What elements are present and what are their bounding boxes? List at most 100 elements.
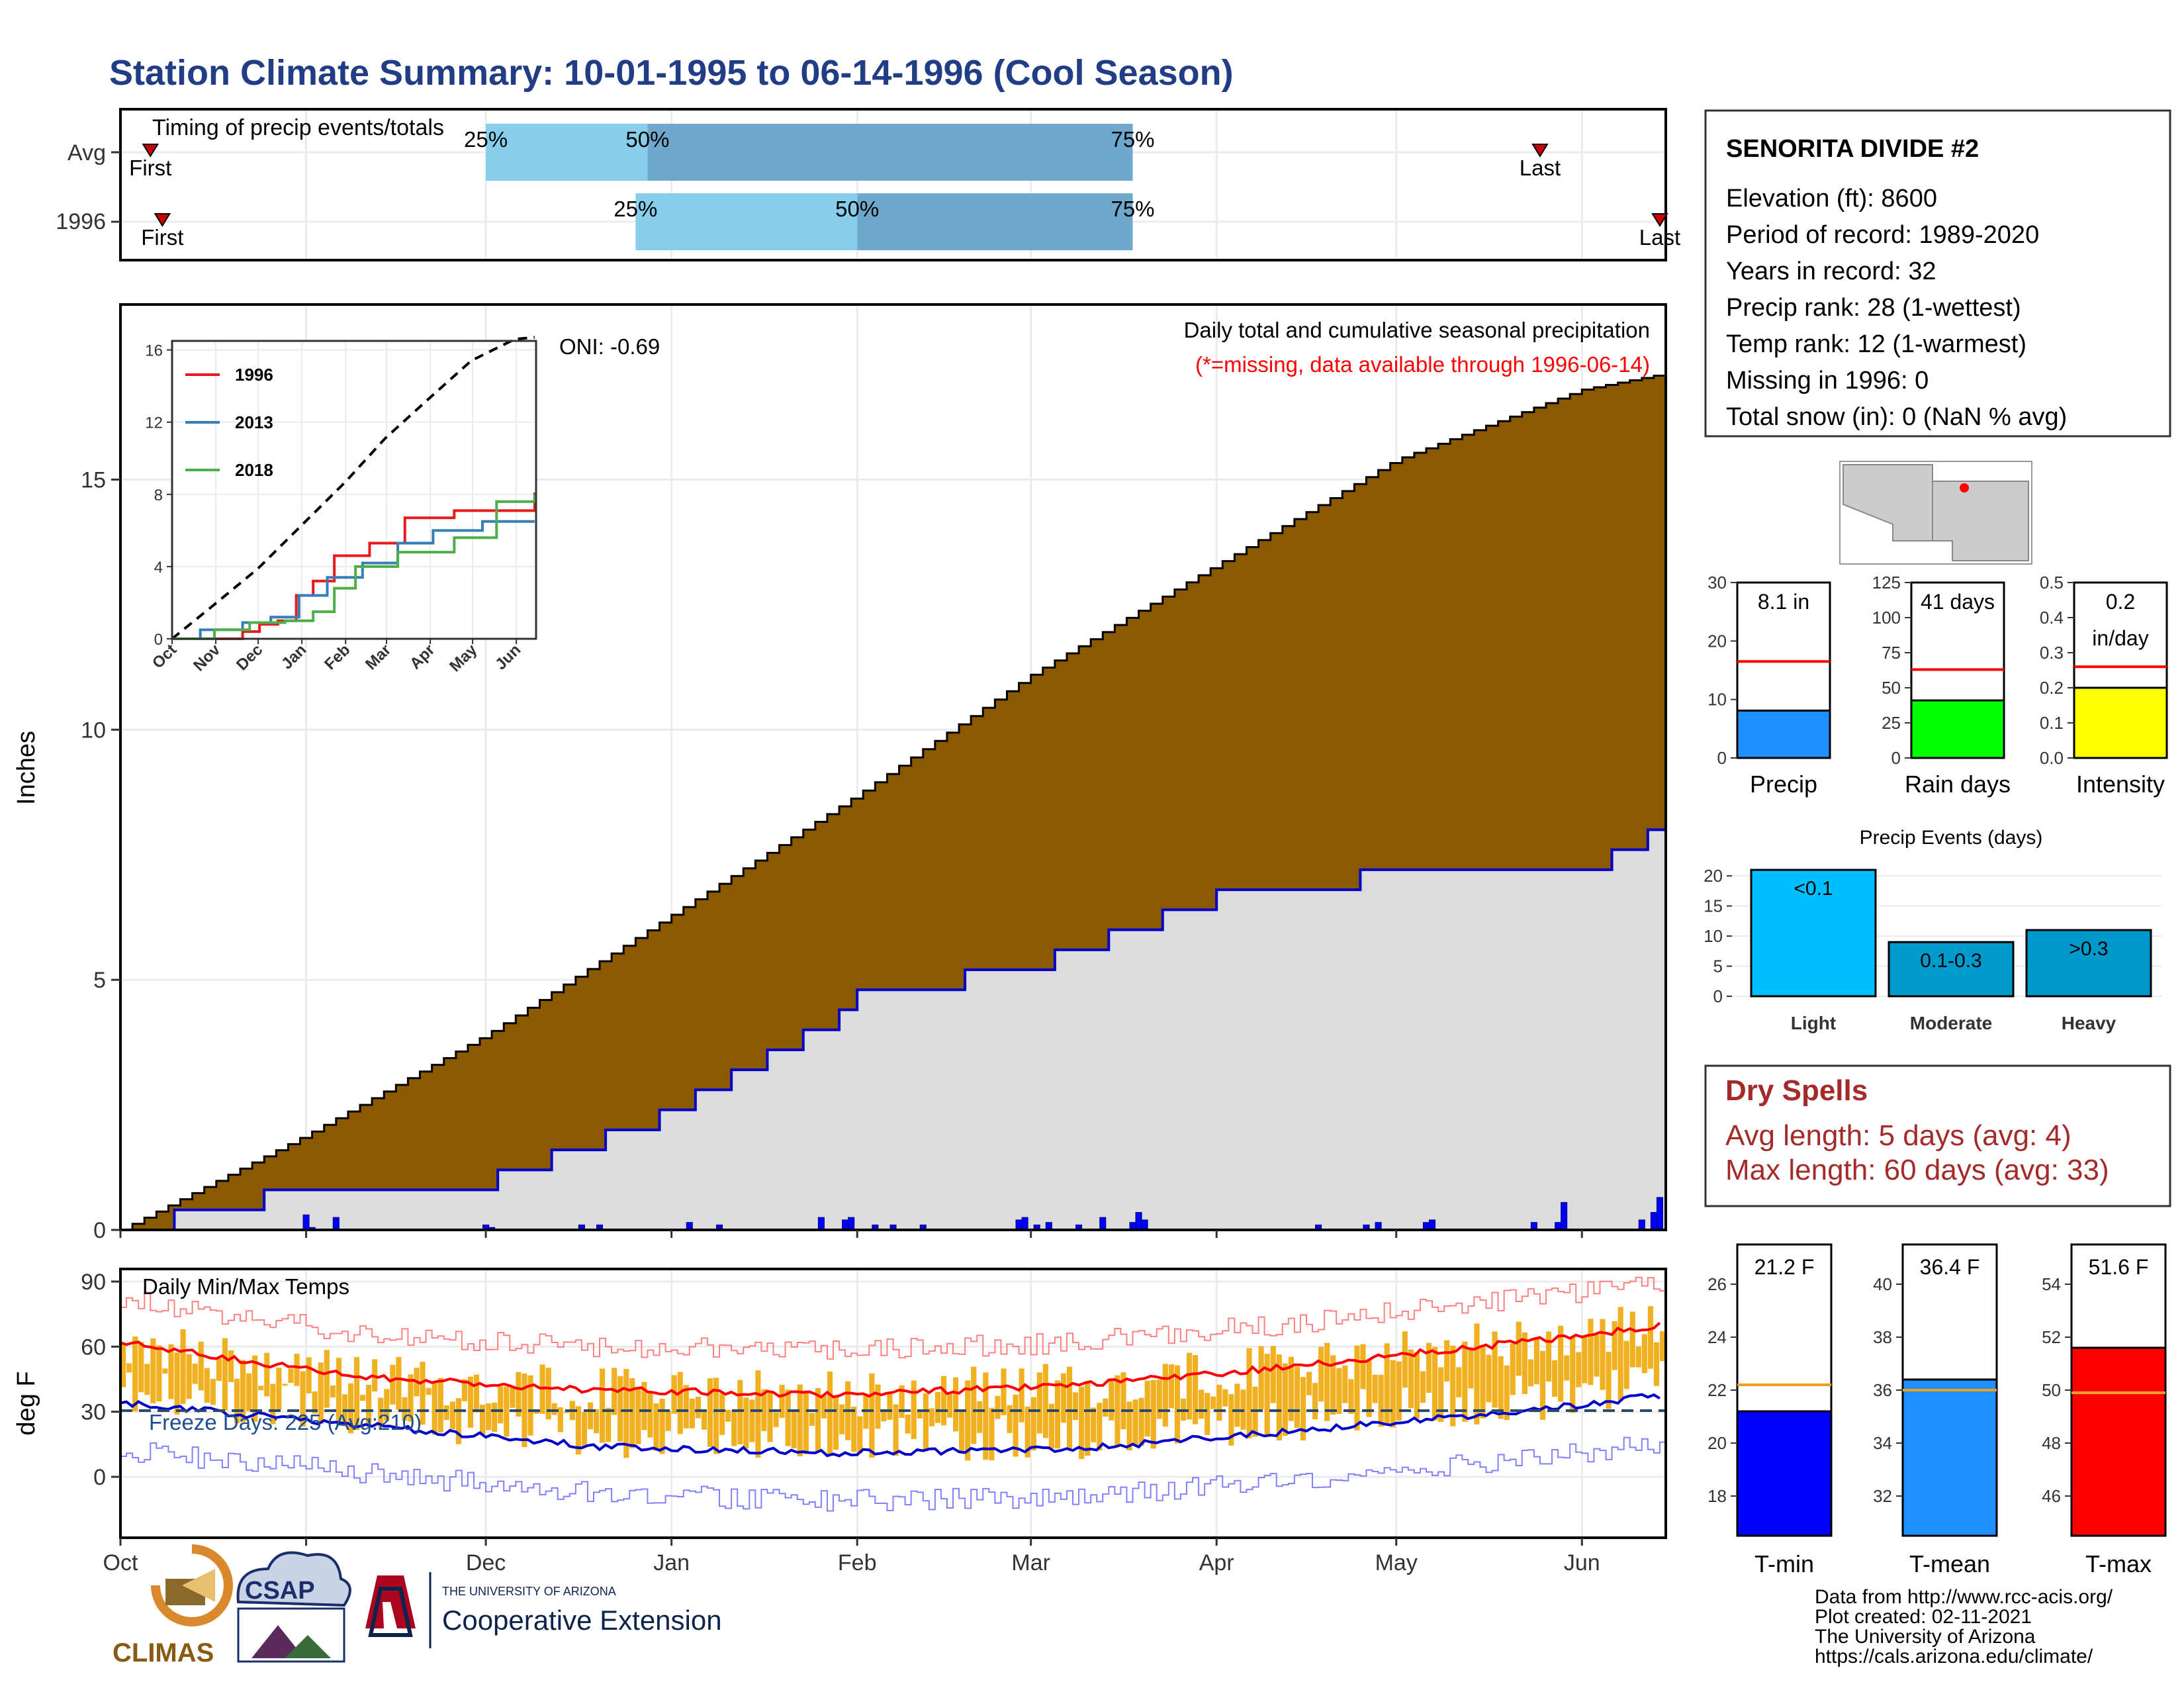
footer-line: Plot created: 02-11-2021 [1815,1606,2032,1628]
temp-day-bar [1647,1306,1653,1369]
temp-day-bar [1600,1319,1606,1390]
temp-day-bar [192,1364,198,1384]
temp-day-bar [1623,1340,1629,1389]
temp-day-bar [1138,1397,1144,1446]
precip-summary-bars: 0 10 20 30 8.1 in Precip 0 25 50 75 100 125 41 days R… [1707,573,2168,798]
temp-summary-ytick-label: 46 [2042,1486,2061,1506]
temp-summary-ytick-label: 20 [1707,1433,1727,1453]
ua-big-text: Cooperative Extension [442,1605,722,1636]
temp-summary-ytick-label: 24 [1707,1327,1727,1347]
temp-day-bar [144,1364,150,1395]
precip-ytick-label: 15 [81,467,106,492]
climas-logo-text: CLIMAS [113,1638,214,1667]
temp-day-bar [971,1366,977,1444]
temp-day-bar [1120,1372,1126,1430]
precip-ylabel: Inches [13,731,40,805]
mini-bar-chart: 0 25 50 75 100 125 41 days Rain days [1872,573,2011,798]
temp-summary-chart: 18 20 22 24 26 21.2 F T-min [1707,1243,1833,1577]
temp-summary-value-label: 51.6 F [2089,1255,2149,1279]
inset-series-line [172,492,536,640]
temp-day-bar [1330,1355,1336,1415]
temp-day-bar [492,1402,498,1432]
temp-ytick-label: 0 [93,1465,106,1490]
temp-day-bar [671,1375,677,1414]
temp-day-bar [1516,1321,1522,1376]
temp-day-bar [1264,1354,1270,1435]
temp-day-bar [1390,1360,1396,1428]
month-label: Oct [103,1550,138,1575]
temp-day-bar [815,1387,821,1451]
dry-spells-title: Dry Spells [1725,1074,1868,1107]
temp-day-bar [1222,1389,1228,1407]
temp-day-bar [755,1370,761,1458]
climas-logo: CLIMAS [113,1544,233,1667]
timing-row-label-avg: Avg [68,140,106,165]
timing-q25-label: 25% [614,197,657,221]
dry-spells-avg: Avg length: 5 days (avg: 4) [1725,1119,2071,1152]
event-category-label: Light [1791,1013,1836,1033]
temp-day-bar [126,1363,132,1373]
timing-last-label: Last [1520,156,1561,180]
temp-day-bar [360,1395,366,1401]
temp-day-bar [1576,1352,1582,1387]
daily-precip-bar [1638,1219,1645,1231]
temp-day-bar [1659,1331,1666,1362]
temp-summary-value-bar [1736,1410,1833,1537]
temp-day-bar [869,1373,875,1458]
event-bar-label: 0.1-0.3 [1920,950,1981,972]
mini-bar-value-label: 0.2 [2106,590,2135,614]
temp-day-bar [1168,1364,1174,1409]
temp-day-bar [1582,1335,1588,1383]
mini-bar-value-label: 8.1 in [1758,590,1809,614]
temp-day-bar [353,1357,360,1430]
temp-day-bar [498,1386,504,1424]
precip-ytick-label: 5 [93,968,106,993]
temp-day-bar [767,1392,773,1442]
temp-day-bar [707,1378,713,1447]
temp-day-bar [1097,1403,1103,1451]
events-ytick-label: 20 [1704,866,1723,886]
temp-day-bar [809,1413,815,1426]
temp-day-bar [174,1352,180,1415]
temp-day-bar [1641,1334,1647,1374]
daily-precip-bar [332,1217,340,1231]
temp-day-bar [959,1410,965,1452]
temp-day-bar [1444,1340,1450,1382]
temp-day-bar [1539,1350,1546,1420]
temp-day-bar [983,1372,989,1460]
precip-panel: Inches 0 5 10 15 Daily total and cumulative… [13,303,1667,1243]
precip-ytick-label: 0 [93,1218,106,1243]
temp-day-bar [461,1379,468,1401]
avg-precip-area [120,828,1667,1231]
temp-day-bar [1144,1380,1150,1437]
temp-day-bar [893,1404,899,1456]
temp-day-bar [252,1355,258,1422]
mini-bar-ytick-label: 0.4 [2040,608,2064,628]
temp-panel: Daily Min/Max Temps Freeze Days: 225 (Av… [13,1230,1667,1575]
temp-ylabel: deg F [13,1371,40,1435]
avg-max-line [120,1321,1661,1399]
temp-day-bar [276,1368,282,1411]
temp-ytick-label: 60 [81,1335,106,1360]
station-name: SENORITA DIVIDE #2 [1726,135,1979,163]
mini-bar-label: Precip [1750,771,1817,798]
temp-day-bar [1378,1374,1384,1427]
temp-day-bar [1336,1368,1342,1414]
temp-day-bar [1054,1380,1061,1449]
temp-summary-ytick-label: 52 [2042,1327,2061,1347]
mini-bar-ytick-label: 0.0 [2040,748,2064,768]
temp-day-bar [120,1342,126,1387]
events-ytick-label: 5 [1713,957,1723,976]
temp-day-bar [821,1395,827,1419]
temp-day-bar [719,1393,725,1435]
temp-day-bar [1073,1392,1079,1421]
temp-day-bar [905,1414,911,1434]
temp-day-bar [1384,1343,1390,1425]
page-title: Station Climate Summary: 10-01-1995 to 0… [109,53,1234,93]
temp-day-bar [725,1409,731,1422]
temp-day-bar [785,1389,791,1446]
timing-row-label-year: 1996 [56,209,106,234]
temp-day-bar [1270,1346,1276,1403]
daily-precip-bar [817,1217,825,1231]
temp-day-bar [378,1397,384,1428]
